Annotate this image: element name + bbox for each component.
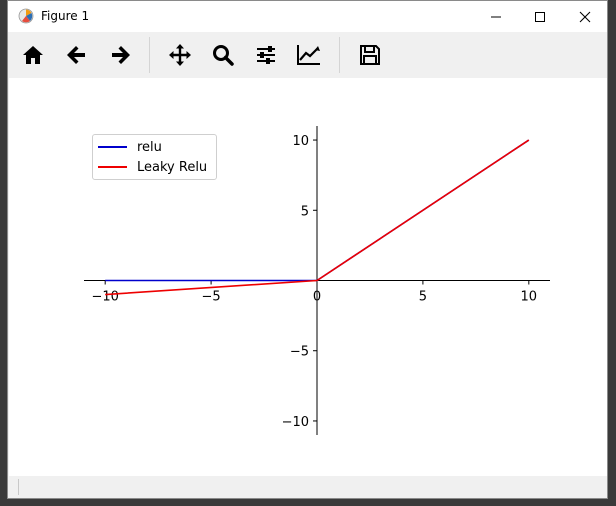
minimize-button[interactable] [473, 1, 519, 32]
y-tick-label: 5 [301, 204, 309, 219]
forward-button[interactable] [103, 38, 137, 72]
home-button[interactable] [16, 38, 50, 72]
close-button[interactable] [562, 1, 608, 32]
home-icon [23, 46, 43, 64]
y-tick-label: −5 [290, 345, 309, 360]
legend-entry-leaky-relu: Leaky Relu [98, 158, 207, 176]
plot-area: −10 −5 0 5 10 −10 −5 5 10 [84, 126, 550, 435]
legend-swatch-relu [98, 146, 127, 148]
minimize-icon [491, 16, 501, 17]
arrow-right-icon [112, 46, 130, 64]
x-tick-label: 10 [521, 290, 538, 305]
legend[interactable]: relu Leaky Relu [92, 134, 217, 180]
series-line-leaky-relu [105, 139, 530, 296]
close-icon [579, 11, 591, 22]
pan-button[interactable] [163, 38, 197, 72]
navigation-toolbar [8, 32, 607, 78]
status-bar [8, 476, 607, 498]
x-tick-label: −5 [202, 290, 221, 305]
figure-window: Figure 1 [7, 0, 608, 499]
figure-canvas[interactable]: −10 −5 0 5 10 −10 −5 5 10 relu Leaky Relu [9, 78, 607, 476]
legend-label-relu: relu [137, 139, 162, 155]
x-tick-label: 0 [313, 290, 321, 305]
sliders-icon [257, 46, 275, 64]
save-icon [360, 45, 380, 65]
zoom-icon [213, 45, 234, 66]
legend-label-leaky-relu: Leaky Relu [137, 159, 208, 175]
edit-axis-button[interactable] [292, 38, 326, 72]
title-bar[interactable]: Figure 1 [8, 1, 607, 32]
status-divider [18, 479, 19, 495]
toolbar-separator [339, 37, 340, 73]
toolbar-separator [149, 37, 150, 73]
line-chart-icon [297, 45, 320, 65]
back-button[interactable] [60, 38, 94, 72]
configure-subplots-button[interactable] [249, 38, 283, 72]
x-tick-label: −10 [91, 290, 118, 305]
zoom-button[interactable] [206, 38, 240, 72]
save-button[interactable] [353, 38, 387, 72]
arrow-left-icon [67, 46, 85, 64]
x-tick-label: 5 [419, 290, 427, 305]
legend-entry-relu: relu [98, 138, 162, 156]
window-title: Figure 1 [41, 9, 90, 23]
maximize-icon [535, 11, 545, 22]
move-icon [169, 44, 191, 66]
y-tick-label: 10 [292, 134, 309, 149]
legend-swatch-leaky-relu [98, 166, 127, 168]
y-tick-label: −10 [282, 415, 309, 430]
maximize-button[interactable] [517, 1, 563, 32]
matplotlib-app-icon [18, 8, 34, 24]
